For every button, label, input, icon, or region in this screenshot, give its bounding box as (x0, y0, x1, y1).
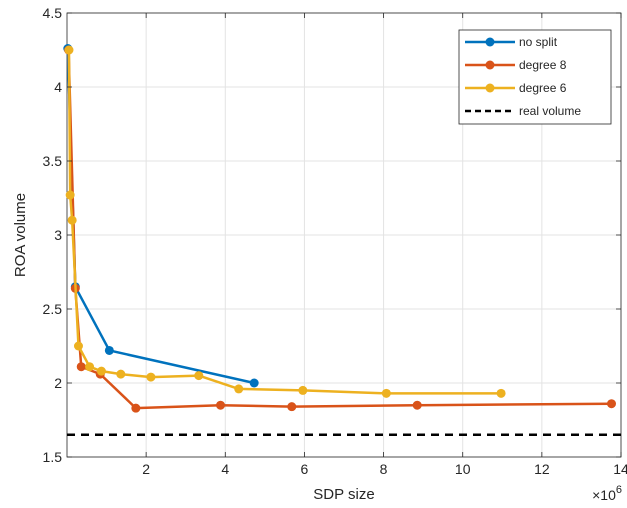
data-point (65, 190, 75, 200)
y-tick-label: 2 (54, 375, 62, 391)
legend-item-no-split: no split (465, 35, 558, 49)
data-point (96, 366, 106, 376)
x-ticks: 2 4 6 8 10 12 14 (142, 13, 627, 477)
data-point (146, 372, 156, 382)
x-tick-label: 4 (221, 461, 229, 477)
legend: no split degree 8 degree 6 real volume (458, 29, 612, 125)
y-tick-label: 4 (54, 79, 62, 95)
data-point (73, 341, 83, 351)
data-point (64, 45, 74, 55)
x-tick-label: 8 (380, 461, 388, 477)
data-point (67, 215, 77, 225)
y-ticks: 1.5 2 2.5 3 3.5 4 4.5 (43, 5, 621, 465)
data-point (287, 402, 297, 412)
y-tick-label: 3 (54, 227, 62, 243)
legend-marker (485, 37, 495, 47)
legend-label: real volume (519, 104, 581, 118)
data-point (216, 400, 226, 410)
legend-item-real-volume: real volume (465, 104, 581, 118)
legend-label: degree 8 (519, 58, 567, 72)
x-multiplier-base: ×10 (592, 487, 616, 503)
data-point (412, 400, 422, 410)
legend-marker (485, 83, 495, 93)
data-point (194, 371, 204, 381)
data-point (234, 384, 244, 394)
series-degree-6 (64, 45, 506, 398)
y-tick-label: 4.5 (43, 5, 63, 21)
data-point (116, 369, 126, 379)
legend-label: no split (519, 35, 558, 49)
legend-item-degree-8: degree 8 (465, 58, 567, 72)
legend-box (458, 29, 612, 125)
x-axis-multiplier: ×106 (592, 484, 622, 503)
data-point (249, 378, 259, 388)
legend-item-degree-6: degree 6 (465, 81, 567, 95)
data-point (607, 399, 617, 409)
legend-marker (485, 60, 495, 70)
x-tick-label: 6 (301, 461, 309, 477)
y-tick-label: 2.5 (43, 301, 63, 317)
data-point (131, 403, 141, 413)
x-multiplier-exponent: 6 (616, 484, 622, 496)
y-tick-label: 3.5 (43, 153, 63, 169)
data-point (381, 388, 391, 398)
data-point (85, 362, 95, 372)
data-point (496, 388, 506, 398)
data-point (76, 362, 86, 372)
series (63, 44, 617, 413)
x-axis-label: SDP size (313, 486, 374, 503)
x-tick-label: 10 (455, 461, 471, 477)
legend-label: degree 6 (519, 81, 567, 95)
data-point (298, 385, 308, 395)
data-point (104, 345, 114, 355)
x-tick-label: 14 (613, 461, 627, 477)
y-axis-label: ROA volume (12, 193, 29, 277)
y-tick-label: 1.5 (43, 449, 63, 465)
x-tick-label: 12 (534, 461, 550, 477)
x-tick-label: 2 (142, 461, 150, 477)
